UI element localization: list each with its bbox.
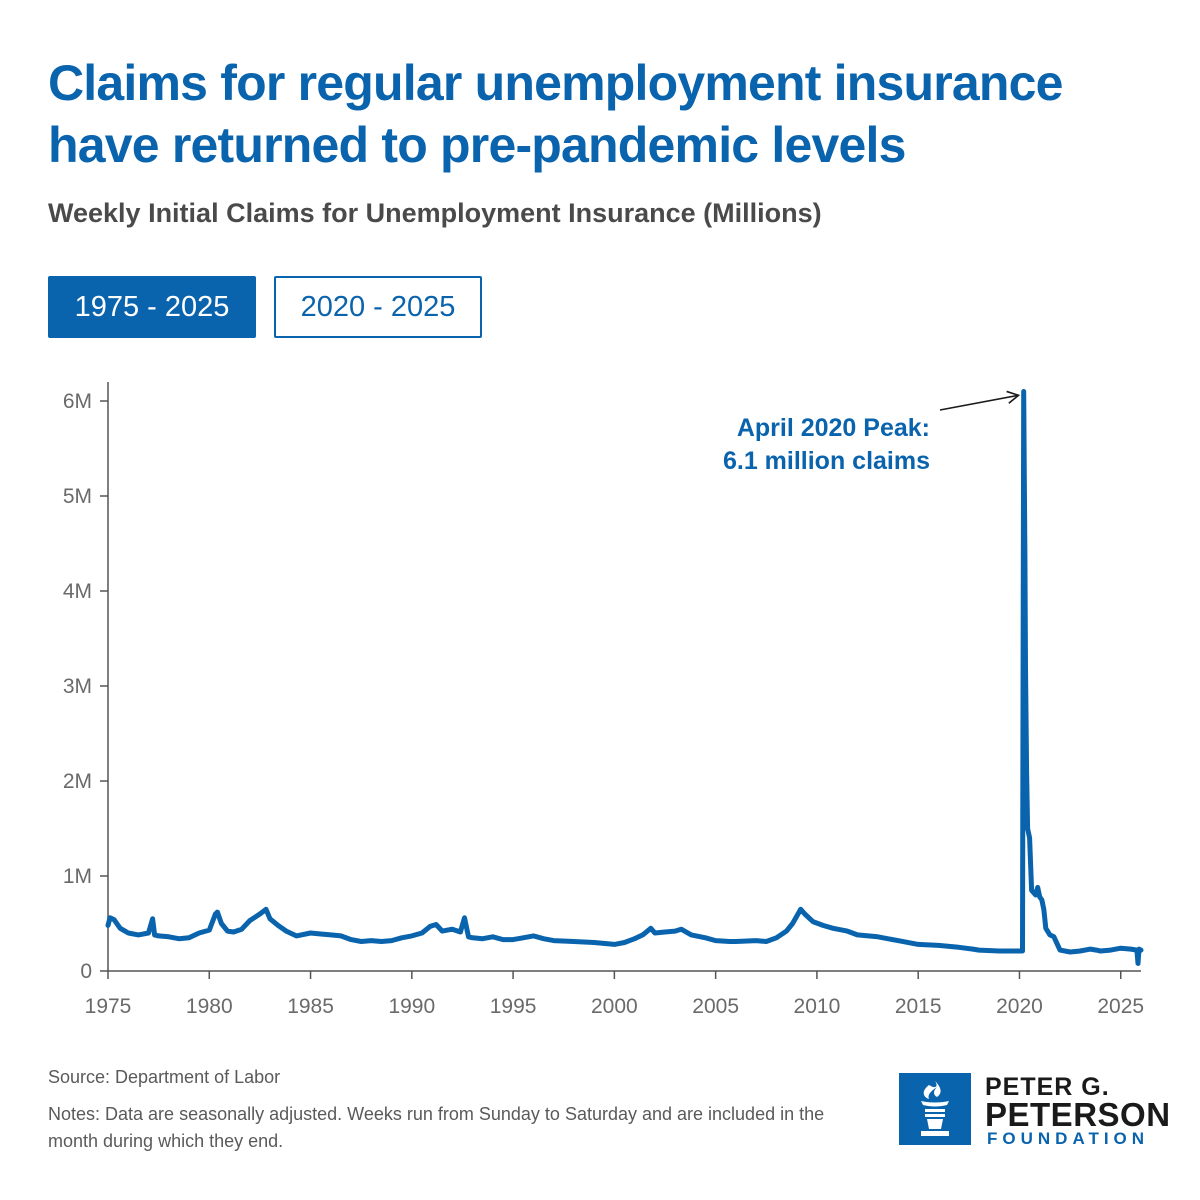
x-tick-label: 1995 xyxy=(490,995,537,1018)
logo-line-2: PETERSON xyxy=(985,1096,1171,1133)
peterson-foundation-logo: PETER G. PETERSON FOUNDATION xyxy=(899,1073,1170,1149)
y-tick-label: 2M xyxy=(63,770,92,793)
y-tick-label: 0 xyxy=(80,960,92,983)
x-tick-label: 2000 xyxy=(591,995,638,1018)
line-chart: 0 1M 2M 3M 4M 5M 6M 1975 1980 1985 1990 1995 2000 20… xyxy=(63,382,1144,1018)
x-axis: 1975 1980 1985 1990 1995 2000 2005 2010 2015 2020… xyxy=(85,970,1144,1018)
claims-series-line xyxy=(105,389,1144,966)
source-note: Source: Department of Labor xyxy=(48,1067,281,1087)
chart-subtitle: Weekly Initial Claims for Unemployment I… xyxy=(48,198,822,228)
y-tick-label: 6M xyxy=(63,390,92,413)
torch-icon xyxy=(899,1073,971,1145)
page-title: Claims for regular unemployment insuranc… xyxy=(48,55,1063,173)
y-axis: 0 1M 2M 3M 4M 5M 6M xyxy=(63,382,109,983)
x-tick-label: 2020 xyxy=(996,995,1043,1018)
x-tick-label: 2010 xyxy=(794,995,841,1018)
x-tick-label: 1980 xyxy=(186,995,233,1018)
x-tick-label: 2025 xyxy=(1097,995,1144,1018)
y-tick-label: 1M xyxy=(63,865,92,888)
x-tick-label: 1990 xyxy=(388,995,435,1018)
x-tick-label: 1975 xyxy=(85,995,132,1018)
tab-1975-2025[interactable]: 1975 - 2025 xyxy=(48,276,256,338)
x-tick-label: 2015 xyxy=(895,995,942,1018)
notes-text: Notes: Data are seasonally adjusted. Wee… xyxy=(48,1104,825,1151)
annotation-text-line-1: April 2020 Peak: xyxy=(737,414,930,442)
annotation-layer: April 2020 Peak: 6.1 million claims xyxy=(723,390,1021,475)
x-tick-label: 1985 xyxy=(287,995,334,1018)
y-tick-label: 3M xyxy=(63,675,92,698)
tab-2020-2025[interactable]: 2020 - 2025 xyxy=(274,276,482,338)
series-layer xyxy=(105,389,1144,966)
y-tick-label: 5M xyxy=(63,485,92,508)
annotation-arrow xyxy=(939,390,1021,411)
y-tick-label: 4M xyxy=(63,580,92,603)
x-tick-label: 2005 xyxy=(692,995,739,1018)
logo-line-3: FOUNDATION xyxy=(987,1129,1150,1148)
logo-line-1: PETER G. xyxy=(985,1073,1110,1101)
annotation-text-line-2: 6.1 million claims xyxy=(723,447,930,475)
